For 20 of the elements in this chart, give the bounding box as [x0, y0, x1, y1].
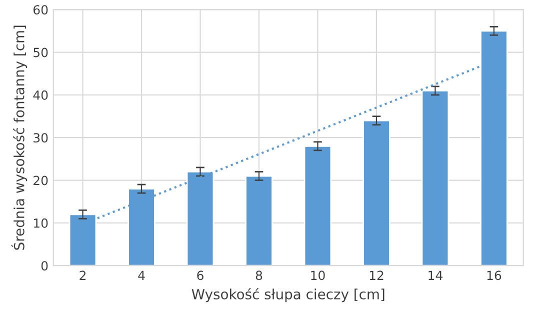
y-tick-label: 30	[34, 133, 48, 143]
x-tick-label: 8	[256, 270, 262, 280]
x-tick-label: 12	[370, 270, 384, 280]
x-tick-label: 10	[311, 270, 325, 280]
y-tick-label: 20	[34, 176, 48, 186]
x-tick-label: 6	[197, 270, 204, 280]
y-tick-label: 0	[41, 261, 48, 271]
x-tick-label: 14	[428, 270, 442, 280]
bar	[362, 120, 390, 266]
bar	[245, 175, 273, 266]
x-tick-label: 2	[80, 270, 86, 280]
x-tick-label: 4	[138, 270, 145, 280]
y-tick-label: 10	[34, 218, 48, 228]
x-axis-title: Wysokość słupa cieczy [cm]	[192, 288, 384, 302]
x-tick-label: 16	[487, 270, 502, 280]
bar	[304, 145, 332, 266]
y-tick-label: 50	[34, 48, 48, 58]
y-axis-title: Średnia wysokość fontanny [cm]	[11, 26, 28, 250]
y-tick-label: 40	[33, 90, 48, 100]
y-tick-label: 60	[34, 5, 48, 15]
